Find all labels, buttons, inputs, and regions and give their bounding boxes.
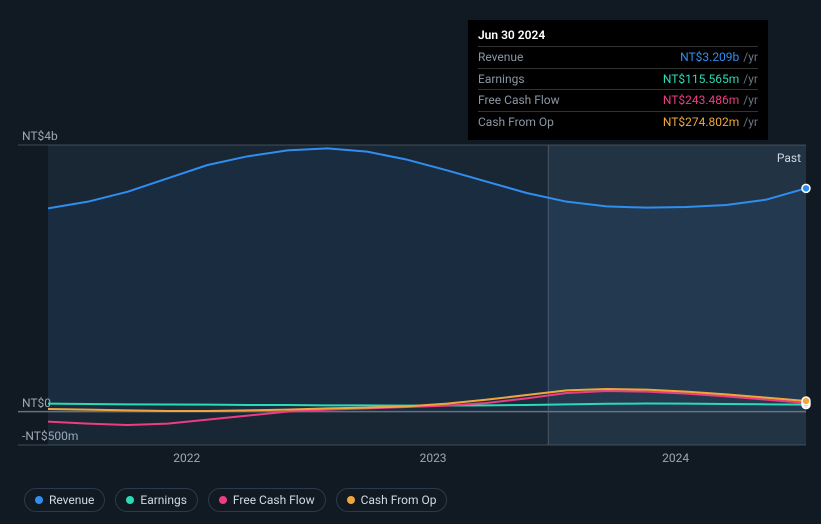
legend-dot-icon [35, 496, 43, 504]
legend-item[interactable]: Free Cash Flow [208, 488, 326, 512]
legend-dot-icon [219, 496, 227, 504]
tooltip-row: Earnings NT$115.565m/yr [478, 68, 758, 89]
legend-item-label: Cash From Op [361, 493, 437, 507]
legend-item-label: Free Cash Flow [233, 493, 315, 507]
y-tick-label: NT$0 [22, 396, 51, 410]
tooltip-row-label: Cash From Op [478, 115, 554, 129]
tooltip-row: Free Cash Flow NT$243.486m/yr [478, 89, 758, 110]
tooltip-row-value: NT$3.209b/yr [680, 50, 758, 64]
tooltip-row-value: NT$115.565m/yr [663, 72, 758, 86]
tooltip-date: Jun 30 2024 [478, 28, 758, 42]
tooltip-row-label: Revenue [478, 50, 523, 64]
x-tick-label: 2023 [420, 451, 447, 465]
x-tick-label: 2022 [173, 451, 200, 465]
legend-item-label: Revenue [49, 493, 94, 507]
legend-item-label: Earnings [140, 493, 187, 507]
y-tick-label: -NT$500m [22, 429, 78, 443]
legend-dot-icon [126, 496, 134, 504]
tooltip-row-value: NT$274.802m/yr [663, 115, 758, 129]
x-tick-label: 2024 [662, 451, 689, 465]
tooltip-row-label: Free Cash Flow [478, 93, 560, 107]
legend: Revenue Earnings Free Cash Flow Cash From O… [24, 488, 447, 512]
tooltip-row-label: Earnings [478, 72, 525, 86]
legend-item[interactable]: Revenue [24, 488, 105, 512]
hover-tooltip: Jun 30 2024 Revenue NT$3.209b/yr Earnings N… [468, 20, 768, 140]
legend-dot-icon [347, 496, 355, 504]
tooltip-row-value: NT$243.486m/yr [663, 93, 758, 107]
legend-item[interactable]: Cash From Op [336, 488, 448, 512]
past-label: Past [777, 151, 801, 165]
y-tick-label: NT$4b [22, 129, 58, 143]
tooltip-row: Cash From Op NT$274.802m/yr [478, 111, 758, 132]
legend-item[interactable]: Earnings [115, 488, 198, 512]
tooltip-row: Revenue NT$3.209b/yr [478, 46, 758, 67]
